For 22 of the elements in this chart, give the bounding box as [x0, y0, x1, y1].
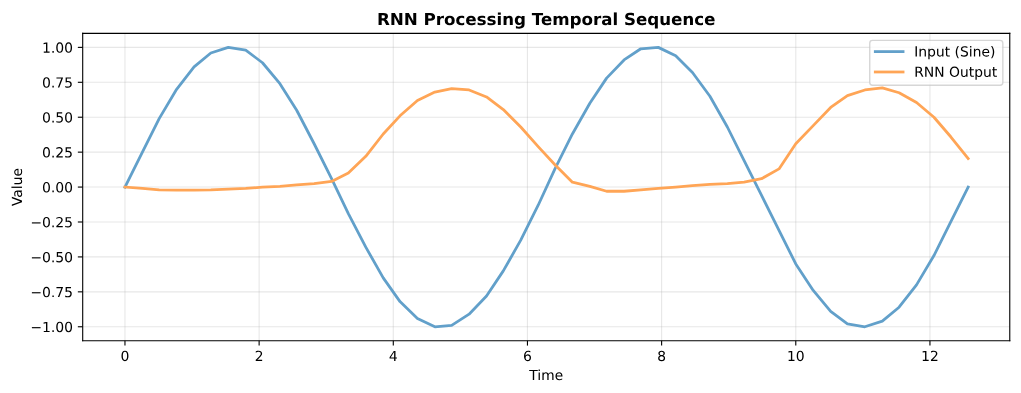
- x-axis-title: Time: [529, 369, 563, 381]
- x-tick-label: 8: [658, 350, 666, 362]
- x-tick-label: 2: [255, 350, 263, 362]
- x-tick-label: 6: [524, 350, 531, 362]
- y-axis-title: Value: [11, 168, 23, 207]
- legend-label: Input (Sine): [915, 45, 995, 60]
- y-tick-label: −1.00: [31, 321, 73, 333]
- x-tick-label: 4: [389, 350, 397, 362]
- y-tick-label: 0.25: [42, 147, 72, 158]
- y-tick-label: 0.00: [42, 182, 73, 193]
- y-tick-label: −0.50: [31, 251, 73, 263]
- x-tick-label: 0: [121, 350, 129, 362]
- y-tick-label: 0.75: [42, 77, 72, 88]
- legend-label: RNN Output: [915, 66, 997, 80]
- y-tick-label: −0.25: [31, 216, 72, 228]
- x-tick-label: 12: [922, 350, 938, 362]
- y-tick-label: −0.75: [31, 286, 72, 298]
- chart-title: RNN Processing Temporal Sequence: [378, 12, 715, 29]
- y-tick-label: 0.50: [42, 112, 73, 123]
- x-tick-label: 10: [788, 350, 804, 362]
- line-series: [123, 86, 970, 193]
- y-tick-label: 1.00: [43, 42, 73, 53]
